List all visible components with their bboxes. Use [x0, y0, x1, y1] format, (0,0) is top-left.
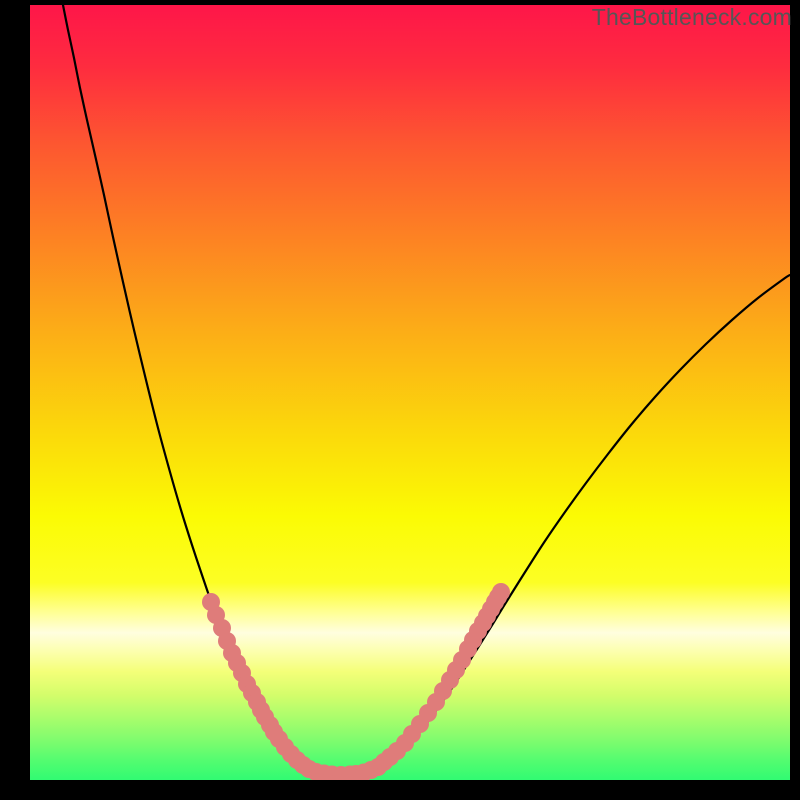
plot-area [30, 5, 790, 780]
overlay-dot [492, 583, 510, 601]
chart-frame: TheBottleneck.com [0, 0, 800, 800]
plot-svg [30, 5, 790, 780]
gradient-background [30, 5, 790, 780]
watermark-text: TheBottleneck.com [592, 4, 792, 31]
